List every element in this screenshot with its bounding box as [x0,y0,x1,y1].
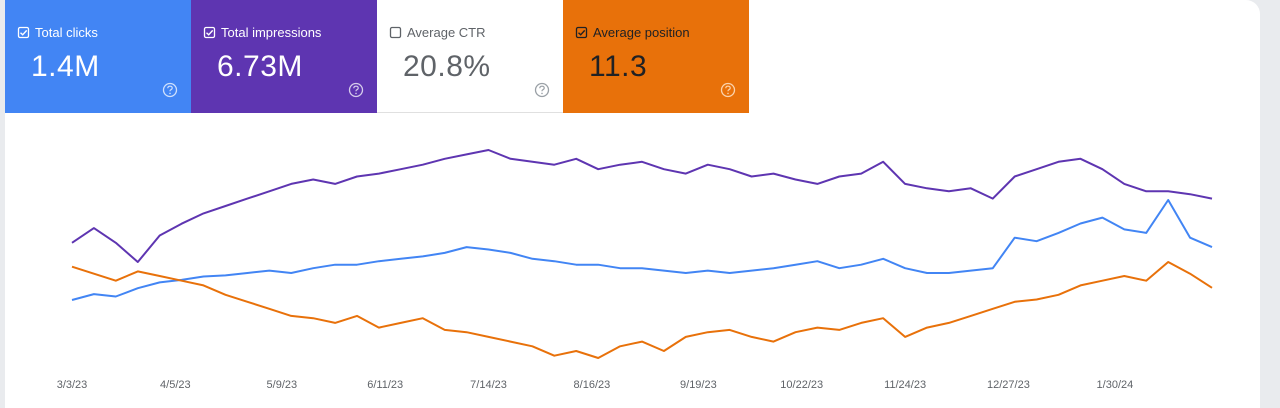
metric-card[interactable]: Total impressions 6.73M [191,0,377,113]
x-tick-label: 9/19/23 [680,379,717,391]
x-tick-label: 10/22/23 [780,379,823,391]
checkbox[interactable] [389,26,403,40]
metric-label: Total impressions [221,25,322,40]
series-line [71,261,1213,359]
checkbox[interactable] [17,26,31,40]
x-tick-label: 7/14/23 [470,379,507,391]
series-line [71,149,1213,263]
performance-panel: 3/3/23 4/5/23 5/9/23 6/11/23 7/14/23 8/16/23 9… [5,0,1260,408]
metric-label: Total clicks [35,25,98,40]
help-icon[interactable] [719,81,737,99]
checkbox[interactable] [203,26,217,40]
x-tick-label: 1/30/24 [1097,379,1134,391]
series-line [71,199,1213,301]
help-icon[interactable] [161,81,179,99]
metric-card[interactable]: Total clicks 1.4M [5,0,191,113]
x-tick-label: 6/11/23 [367,379,403,391]
metric-value: 1.4M [31,50,100,83]
metric-card[interactable]: Average CTR 20.8% [377,0,563,113]
metric-label: Average CTR [407,25,486,40]
x-tick-label: 12/27/23 [987,379,1030,391]
x-tick-label: 5/9/23 [267,379,298,391]
x-tick-label: 8/16/23 [574,379,611,391]
metric-card[interactable]: Average position 11.3 [563,0,749,113]
help-icon[interactable] [347,81,365,99]
x-tick-label: 11/24/23 [884,379,926,391]
metric-value: 11.3 [589,50,648,83]
metric-label: Average position [593,25,690,40]
checkbox[interactable] [575,26,589,40]
help-icon[interactable] [533,81,551,99]
metric-value: 20.8% [403,50,491,83]
metric-value: 6.73M [217,50,303,83]
x-tick-label: 4/5/23 [160,379,191,391]
x-tick-label: 3/3/23 [57,379,88,391]
chart: 3/3/23 4/5/23 5/9/23 6/11/23 7/14/23 8/16/23 9… [57,149,1213,391]
